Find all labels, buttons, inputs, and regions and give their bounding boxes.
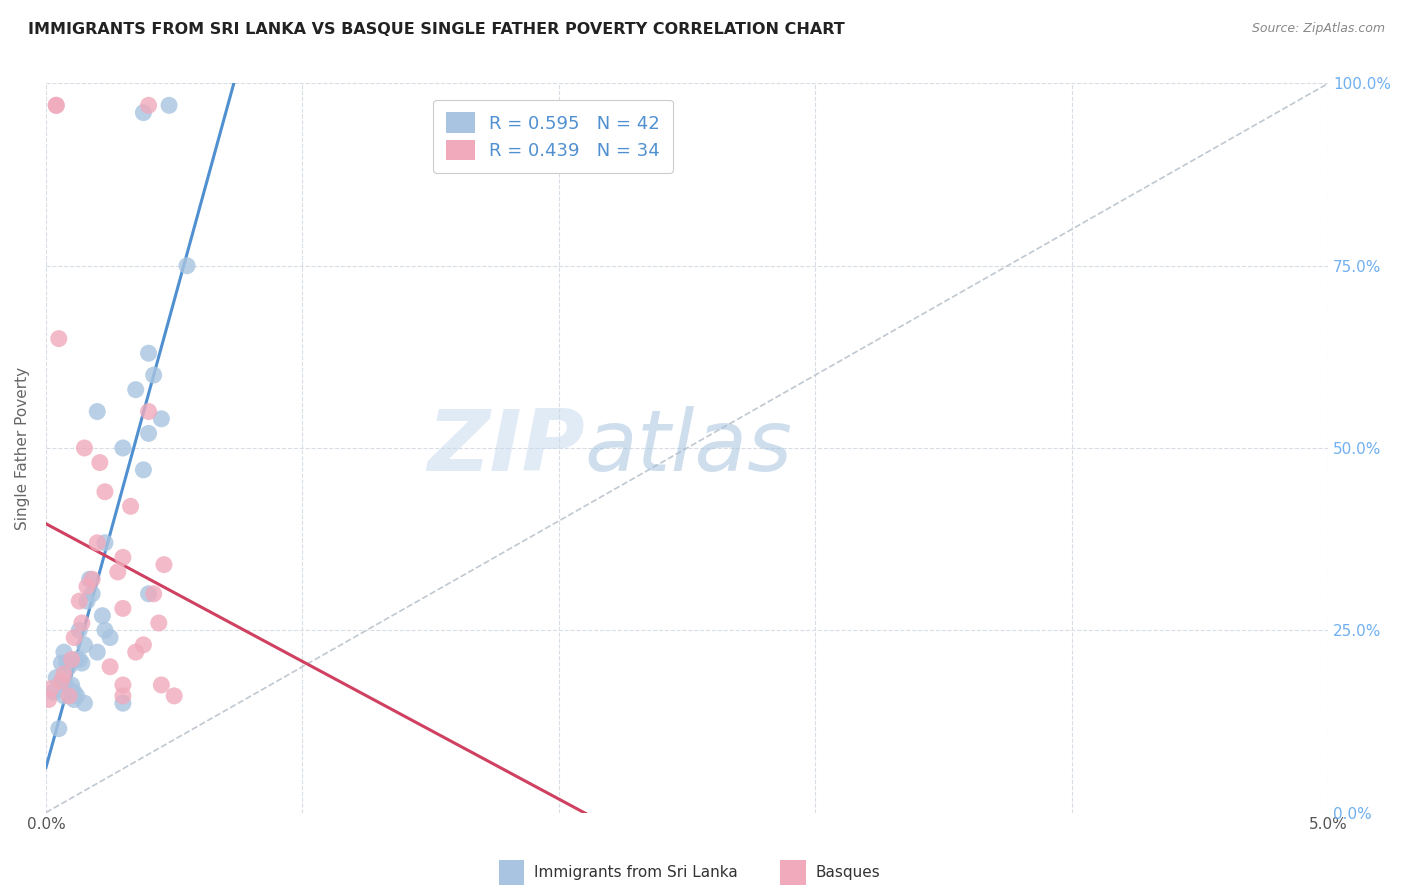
Point: [38, 692, 60, 706]
Y-axis label: Single Father Poverty: Single Father Poverty: [15, 367, 30, 530]
Text: atlas: atlas: [585, 407, 793, 490]
Point: [142, 587, 165, 601]
Text: Source: ZipAtlas.com: Source: ZipAtlas.com: [1251, 22, 1385, 36]
Point: [60, 652, 83, 666]
Point: [132, 638, 155, 652]
Text: Immigrants from Sri Lanka: Immigrants from Sri Lanka: [534, 865, 738, 880]
Point: [111, 689, 134, 703]
Point: [142, 368, 165, 382]
Point: [89, 456, 111, 470]
Point: [132, 463, 155, 477]
Point: [39, 681, 62, 696]
Point: [58, 689, 80, 703]
Point: [52, 645, 75, 659]
Text: ZIP: ZIP: [427, 407, 585, 490]
Point: [98, 659, 121, 673]
Point: [132, 105, 155, 120]
Point: [111, 678, 134, 692]
Point: [94, 624, 117, 638]
Point: [82, 587, 104, 601]
Point: [51, 674, 73, 689]
Point: [45, 98, 67, 112]
Point: [153, 558, 176, 572]
Point: [157, 98, 180, 112]
Point: [66, 652, 89, 666]
Point: [107, 565, 129, 579]
Point: [163, 689, 186, 703]
Point: [67, 624, 90, 638]
Point: [148, 615, 170, 630]
Point: [111, 441, 134, 455]
Point: [73, 638, 96, 652]
Point: [48, 332, 70, 346]
Point: [94, 535, 117, 549]
Point: [45, 98, 67, 112]
Point: [76, 580, 98, 594]
Point: [63, 692, 86, 706]
Point: [82, 572, 104, 586]
Point: [86, 404, 108, 418]
Point: [150, 678, 173, 692]
Point: [125, 645, 148, 659]
Point: [138, 98, 160, 112]
Point: [73, 441, 96, 455]
Point: [138, 404, 160, 418]
Point: [111, 696, 134, 710]
Point: [70, 615, 93, 630]
Point: [51, 674, 73, 689]
Point: [91, 608, 114, 623]
Point: [125, 383, 148, 397]
Point: [58, 659, 80, 673]
Point: [138, 426, 160, 441]
Point: [94, 484, 117, 499]
Point: [111, 601, 134, 615]
Point: [67, 594, 90, 608]
Point: [48, 722, 70, 736]
Point: [138, 587, 160, 601]
Point: [63, 685, 86, 699]
Legend: R = 0.595   N = 42, R = 0.439   N = 34: R = 0.595 N = 42, R = 0.439 N = 34: [433, 100, 672, 173]
Point: [67, 652, 90, 666]
Point: [176, 259, 198, 273]
Point: [86, 535, 108, 549]
Text: Basques: Basques: [815, 865, 880, 880]
Point: [55, 678, 77, 692]
Point: [52, 667, 75, 681]
Point: [51, 656, 73, 670]
Point: [52, 689, 75, 703]
Point: [60, 678, 83, 692]
Point: [79, 572, 101, 586]
Point: [150, 412, 173, 426]
Point: [63, 631, 86, 645]
Point: [55, 656, 77, 670]
Point: [73, 696, 96, 710]
Point: [138, 346, 160, 360]
Point: [45, 671, 67, 685]
Point: [66, 689, 89, 703]
Point: [60, 685, 83, 699]
Point: [86, 645, 108, 659]
Point: [70, 656, 93, 670]
Point: [120, 500, 142, 514]
Point: [42, 685, 65, 699]
Text: IMMIGRANTS FROM SRI LANKA VS BASQUE SINGLE FATHER POVERTY CORRELATION CHART: IMMIGRANTS FROM SRI LANKA VS BASQUE SING…: [28, 22, 845, 37]
Point: [76, 594, 98, 608]
Point: [98, 631, 121, 645]
Point: [111, 550, 134, 565]
